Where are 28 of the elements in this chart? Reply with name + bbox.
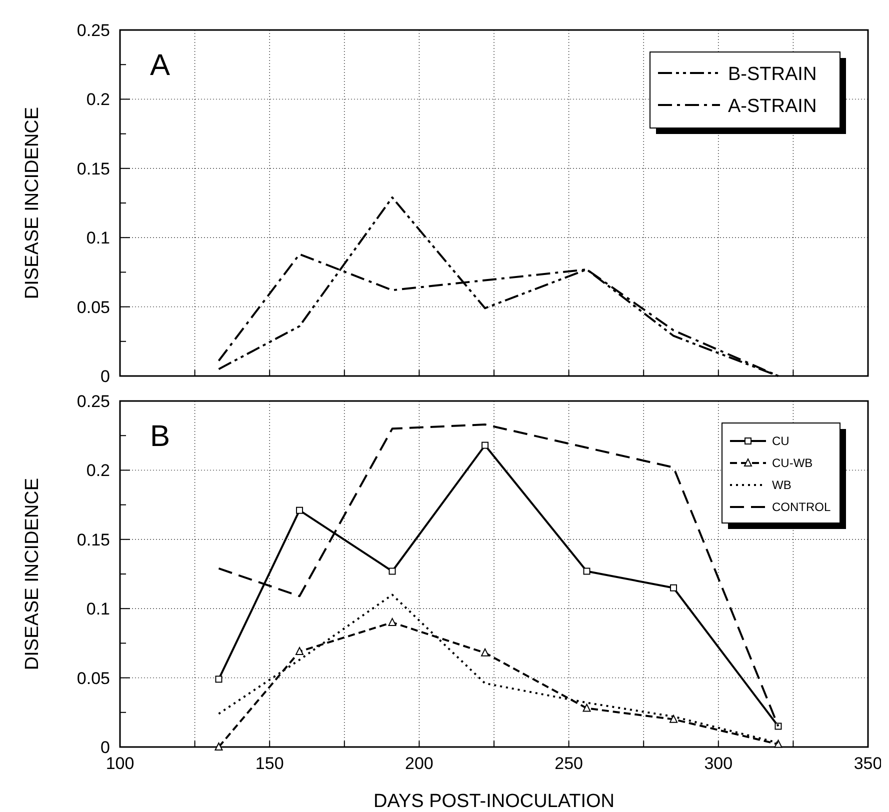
y-tick-label: 0.25 (76, 21, 110, 40)
y-tick-label: 0.1 (86, 228, 110, 248)
y-tick-label: 0.05 (76, 298, 110, 317)
legend-label: WB (772, 478, 792, 492)
y-axis-title: DISEASE INCIDENCE (22, 478, 43, 670)
x-axis-title: DAYS POST-INOCULATION (373, 791, 615, 812)
y-tick-label: 0.25 (76, 392, 110, 411)
legend-label: A-STRAIN (728, 96, 817, 117)
x-tick-label: 300 (704, 754, 733, 773)
y-tick-label: 0 (100, 738, 110, 757)
annotation: B (150, 420, 170, 453)
y-tick-label: 0.2 (86, 461, 110, 480)
y-tick-label: 0.15 (76, 159, 110, 178)
x-tick-label: 200 (405, 754, 434, 773)
legend-label: B-STRAIN (728, 64, 817, 85)
x-tick-label: 150 (255, 754, 284, 773)
x-tick-label: 100 (106, 754, 134, 773)
y-tick-label: 0.2 (86, 90, 110, 110)
legend-label: CONTROL (772, 500, 831, 514)
x-tick-label: 250 (554, 754, 583, 773)
y-tick-label: 0.05 (76, 668, 110, 688)
y-tick-label: 0 (100, 367, 110, 386)
legend-label: CU-WB (772, 456, 813, 470)
y-axis-title: DISEASE INCIDENCE (22, 106, 43, 300)
y-tick-label: 0.15 (76, 530, 110, 550)
y-tick-label: 0.1 (86, 600, 110, 619)
annotation: A (150, 49, 170, 82)
legend-label: CU (772, 434, 790, 448)
